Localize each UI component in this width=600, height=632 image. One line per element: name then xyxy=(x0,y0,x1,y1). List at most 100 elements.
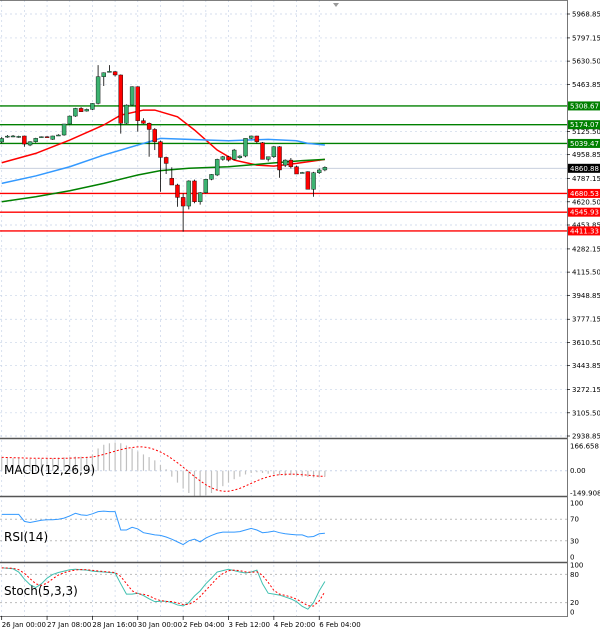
pane-frames xyxy=(0,0,568,617)
candle-bullish xyxy=(220,156,226,160)
candle-bullish xyxy=(67,115,72,125)
moving-average-line xyxy=(1,109,325,167)
stoch-axis-label: 0 xyxy=(570,609,574,617)
price-label: 3610.50 xyxy=(572,339,600,347)
candle-bullish xyxy=(39,136,44,138)
candle-bullish xyxy=(101,72,106,77)
candle-bullish xyxy=(124,104,129,124)
price-label: 3105.50 xyxy=(572,409,600,417)
grid xyxy=(0,0,567,616)
candle-bearish xyxy=(277,146,282,171)
moving-average-line xyxy=(1,137,325,185)
candle-bullish xyxy=(197,192,203,202)
price-label: 4453.85 xyxy=(572,222,600,230)
rsi-pane xyxy=(1,510,325,546)
candle-bullish xyxy=(203,179,209,193)
candle-bullish xyxy=(322,167,328,171)
rsi-axis-label: 0 xyxy=(570,554,574,562)
candle-bearish xyxy=(226,156,231,161)
stoch-title: Stoch(5,3,3) xyxy=(4,584,78,598)
level-label: 4545.93 xyxy=(570,209,599,217)
candle-bullish xyxy=(107,71,112,73)
rsi-axis-label: 30 xyxy=(570,537,579,545)
price-label: 5125.50 xyxy=(572,128,600,136)
price-label: 4620.50 xyxy=(572,198,600,206)
candle-bullish xyxy=(84,109,89,112)
candle-bullish xyxy=(10,135,16,138)
rsi-line xyxy=(1,510,325,546)
price-label: 5630.50 xyxy=(572,58,600,66)
candle-bearish xyxy=(192,180,197,202)
price-label: 3948.85 xyxy=(572,292,600,300)
candle-bullish xyxy=(129,86,135,106)
time-label: 26 Jan 00:00 xyxy=(2,621,46,629)
price-label: 3777.15 xyxy=(572,316,600,324)
price-label: 3443.85 xyxy=(572,362,600,370)
candle-bearish xyxy=(44,136,50,138)
stoch-axis-label: 100 xyxy=(570,562,583,570)
time-label: 6 Feb 04:00 xyxy=(319,621,360,629)
level-label: 5174.07 xyxy=(570,121,599,129)
price-axis: 5968.85 5797.15 5630.50 5463.85 5125.50 4958.… xyxy=(567,11,600,617)
candle-bullish xyxy=(16,136,21,138)
stoch-axis-label: 20 xyxy=(570,599,579,607)
candle-bullish xyxy=(5,135,10,138)
candle-bullish xyxy=(0,138,4,143)
candle-bearish xyxy=(22,135,27,145)
candle-bullish xyxy=(56,134,61,137)
candle-bullish xyxy=(95,76,101,104)
macd-axis-label: 0.00 xyxy=(570,467,586,475)
candle-bearish xyxy=(158,141,163,158)
macd-axis-label: 166.658 xyxy=(570,443,599,451)
time-label: 30 Jan 00:00 xyxy=(138,621,182,629)
chart-shift-marker-icon[interactable] xyxy=(333,3,339,7)
candle-bullish xyxy=(300,172,305,174)
candle-bearish xyxy=(152,129,157,142)
time-axis: 26 Jan 00:00 27 Jan 08:00 28 Jan 16:00 30 J… xyxy=(1,616,361,629)
price-label: 4115.50 xyxy=(572,269,600,277)
candle-bearish xyxy=(175,184,180,198)
candle-bullish xyxy=(61,123,67,136)
price-label: 5463.85 xyxy=(572,81,600,89)
price-label: 4787.15 xyxy=(572,175,600,183)
level-label: 4680.53 xyxy=(570,190,599,198)
time-label: 3 Feb 12:00 xyxy=(229,621,270,629)
candle-bearish xyxy=(146,123,152,130)
level-tag xyxy=(568,138,600,148)
time-label: 2 Feb 04:00 xyxy=(183,621,224,629)
current-price-label: 4860.88 xyxy=(570,165,599,173)
price-label: 5797.15 xyxy=(572,34,600,42)
candle-bearish xyxy=(254,135,260,142)
price-label: 3272.15 xyxy=(572,386,600,394)
candle-bullish xyxy=(90,103,95,110)
level-tag xyxy=(568,188,600,198)
candle-bullish xyxy=(231,149,237,160)
stoch-axis-label: 80 xyxy=(570,571,579,579)
time-label: 28 Jan 16:00 xyxy=(92,621,136,629)
candle-bullish xyxy=(311,172,316,190)
candlesticks xyxy=(0,65,328,232)
candle-bullish xyxy=(248,135,254,139)
macd-signal-line xyxy=(1,446,325,492)
candle-bullish xyxy=(27,141,33,146)
moving-averages xyxy=(1,109,325,203)
time-label: 4 Feb 20:00 xyxy=(274,621,315,629)
rsi-title: RSI(14) xyxy=(4,530,48,544)
level-tag xyxy=(568,226,600,236)
support-resistance-levels xyxy=(0,105,567,232)
price-label: 5968.85 xyxy=(572,11,600,19)
candle-bearish xyxy=(163,157,169,164)
level-label: 4411.33 xyxy=(570,227,599,235)
candle-bullish xyxy=(283,159,288,166)
candle-bullish xyxy=(317,169,322,173)
level-label: 5308.67 xyxy=(570,102,599,110)
level-tag xyxy=(568,207,600,217)
candle-bullish xyxy=(50,135,55,140)
candle-bearish xyxy=(294,166,299,175)
rsi-axis-label: 100 xyxy=(570,500,583,508)
current-price-tag xyxy=(568,163,600,173)
candle-bullish xyxy=(214,159,220,176)
time-label: 27 Jan 08:00 xyxy=(47,621,91,629)
price-label: 4282.15 xyxy=(572,245,600,253)
